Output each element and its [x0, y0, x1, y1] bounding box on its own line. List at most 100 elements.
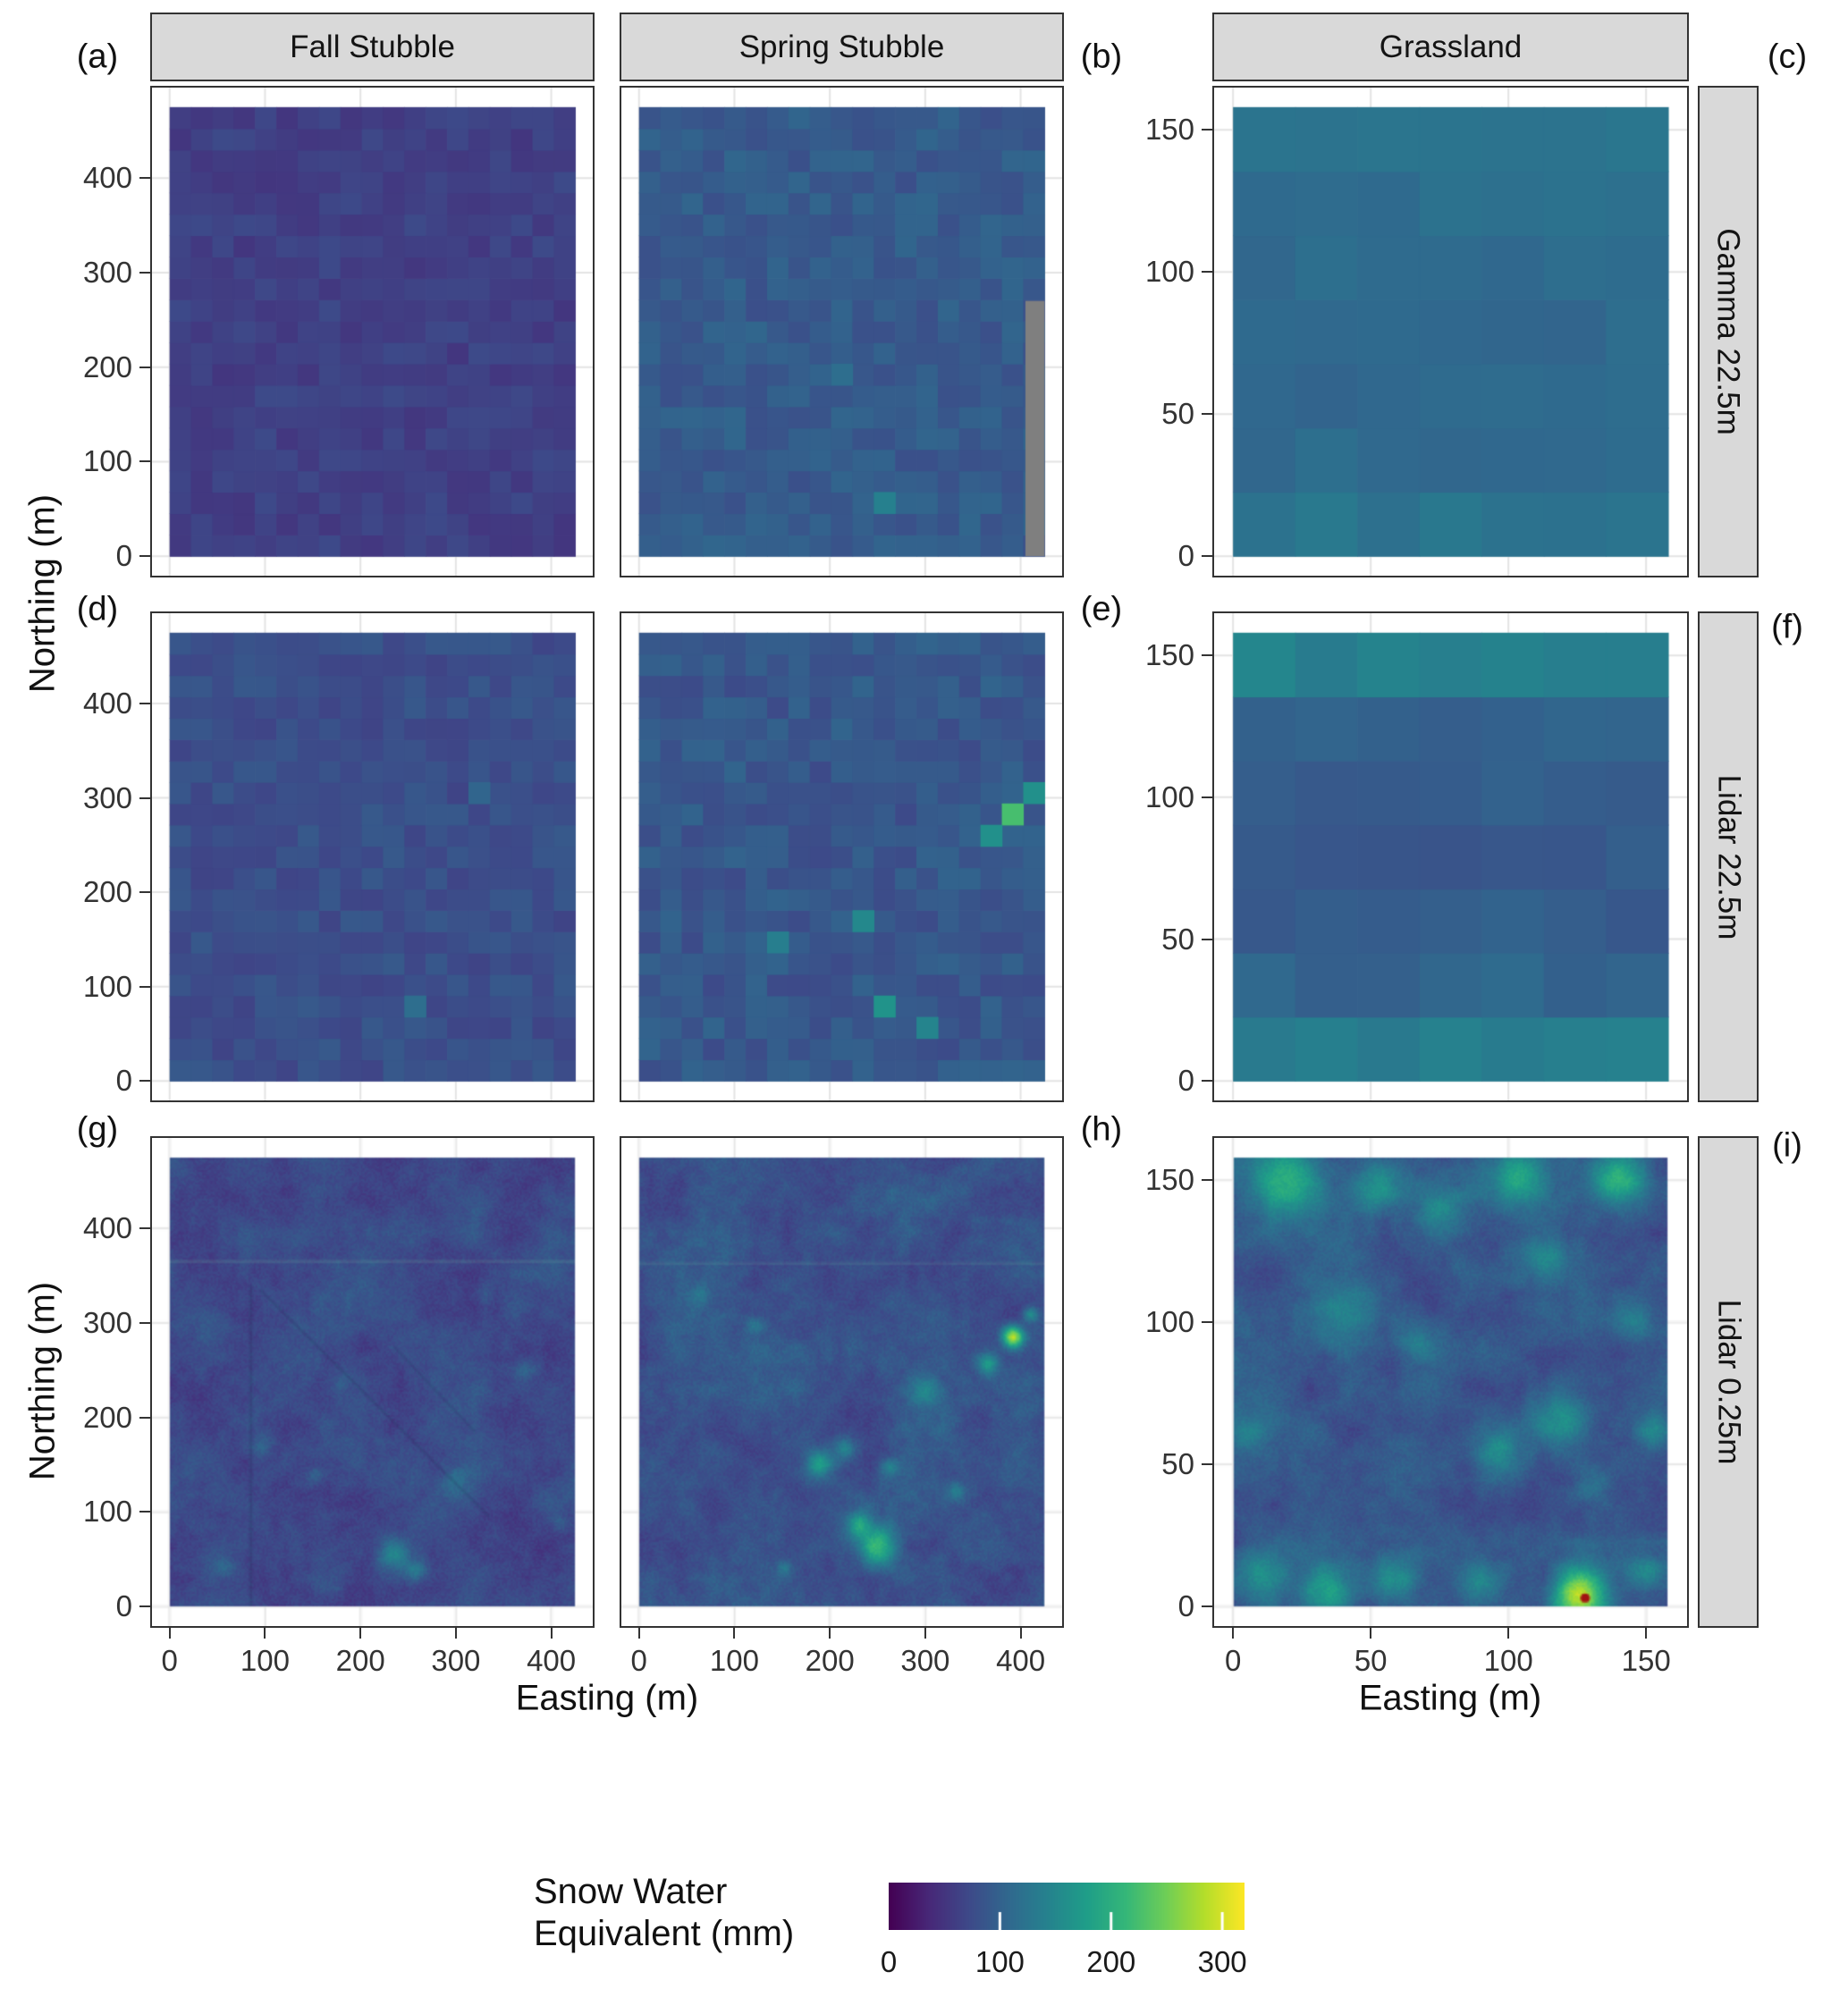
heatmap-canvas-i: [1214, 1138, 1687, 1626]
facet-column-label: Spring Stubble: [738, 29, 945, 64]
y-tick-mark: [139, 1321, 150, 1324]
y-tick-mark: [1202, 555, 1212, 558]
y-tick-mark: [1202, 796, 1212, 798]
y-tick-mark: [139, 891, 150, 894]
legend-tick-label: 300: [1197, 1945, 1247, 1978]
x-tick-mark: [1232, 1628, 1235, 1639]
y-tick-label: 150: [1144, 1163, 1194, 1197]
panel-label-f: (f): [1771, 608, 1803, 646]
y-tick-label: 0: [1177, 1064, 1194, 1098]
x-tick-label: 400: [527, 1644, 577, 1677]
x-axis-title: Easting (m): [1358, 1678, 1542, 1718]
panel-label-b: (b): [1080, 38, 1123, 76]
panel-label-g: (g): [76, 1110, 119, 1149]
panel-label-c: (c): [1767, 38, 1808, 76]
y-tick-label: 100: [1144, 779, 1194, 813]
panel-label-h: (h): [1080, 1110, 1123, 1149]
facet-column-strip-fall-stubble: Fall Stubble: [150, 13, 595, 81]
y-tick-label: 100: [82, 1495, 132, 1529]
panel-label-a: (a): [76, 38, 119, 76]
y-tick-label: 400: [82, 161, 132, 195]
y-tick-label: 50: [1161, 1447, 1194, 1481]
facet-row-label: Gamma 22.5m: [1711, 228, 1746, 435]
heatmap-canvas-h: [621, 1138, 1062, 1626]
y-tick-mark: [139, 796, 150, 799]
y-tick-mark: [139, 555, 150, 558]
facet-row-strip-lidar-0-25m: Lidar 0.25m: [1698, 1136, 1759, 1628]
heatmap-canvas-f: [1214, 613, 1687, 1100]
facet-column-strip-grassland: Grassland: [1212, 13, 1689, 81]
x-tick-label: 0: [630, 1644, 647, 1677]
y-tick-label: 400: [82, 686, 132, 720]
y-tick-mark: [139, 1080, 150, 1083]
heatmap-panel-c: [1212, 86, 1689, 577]
y-tick-mark: [139, 1416, 150, 1419]
x-tick-label: 100: [1483, 1644, 1533, 1677]
y-tick-label: 200: [82, 1400, 132, 1434]
x-tick-label: 200: [335, 1644, 385, 1677]
x-tick-label: 100: [709, 1644, 759, 1677]
facet-row-label: Lidar 0.25m: [1711, 1299, 1747, 1465]
heatmap-canvas-a: [152, 88, 593, 576]
y-tick-label: 300: [82, 780, 132, 814]
x-tick-label: 0: [1224, 1644, 1242, 1677]
x-tick-label: 50: [1354, 1644, 1388, 1677]
x-tick-label: 150: [1621, 1644, 1671, 1677]
y-tick-mark: [139, 271, 150, 274]
y-tick-label: 0: [1177, 539, 1194, 573]
facet-column-label: Fall Stubble: [290, 29, 455, 64]
x-tick-mark: [1645, 1628, 1648, 1639]
x-tick-mark: [637, 1628, 640, 1639]
y-tick-mark: [1202, 1080, 1212, 1083]
facet-column-strip-spring-stubble: Spring Stubble: [620, 13, 1064, 81]
y-tick-label: 50: [1161, 922, 1194, 956]
y-tick-label: 100: [1144, 1305, 1194, 1339]
y-tick-label: 0: [1177, 1589, 1194, 1623]
heatmap-panel-g: [150, 1136, 595, 1628]
x-tick-mark: [829, 1628, 831, 1639]
x-tick-label: 400: [996, 1644, 1046, 1677]
legend-tick-label: 100: [975, 1945, 1025, 1978]
y-tick-mark: [139, 366, 150, 368]
y-tick-mark: [139, 985, 150, 988]
y-tick-mark: [1202, 1179, 1212, 1182]
heatmap-canvas-g: [152, 1138, 593, 1626]
panel-label-e: (e): [1080, 590, 1123, 628]
y-tick-label: 200: [82, 875, 132, 909]
y-tick-label: 0: [115, 1064, 132, 1098]
y-tick-mark: [1202, 271, 1212, 274]
y-tick-mark: [139, 460, 150, 463]
x-tick-label: 300: [900, 1644, 950, 1677]
x-tick-label: 300: [431, 1644, 481, 1677]
y-tick-label: 150: [1144, 638, 1194, 672]
legend-tick-label: 0: [880, 1945, 898, 1978]
legend-title-line2: Equivalent (mm): [534, 1914, 795, 1953]
x-tick-mark: [733, 1628, 736, 1639]
y-tick-label: 300: [82, 255, 132, 289]
heatmap-canvas-e: [621, 613, 1062, 1100]
legend-title-line1: Snow Water: [534, 1872, 728, 1911]
legend-tick-label: 200: [1086, 1945, 1136, 1978]
heatmap-canvas-c: [1214, 88, 1687, 576]
heatmap-panel-d: [150, 611, 595, 1102]
heatmap-canvas-d: [152, 613, 593, 1100]
y-tick-mark: [1202, 1605, 1212, 1608]
y-tick-mark: [1202, 413, 1212, 416]
x-tick-mark: [924, 1628, 926, 1639]
x-tick-mark: [359, 1628, 362, 1639]
y-tick-mark: [139, 1227, 150, 1230]
y-tick-label: 100: [82, 444, 132, 478]
y-tick-label: 150: [1144, 113, 1194, 147]
heatmap-panel-i: [1212, 1136, 1689, 1628]
heatmap-panel-b: [620, 86, 1064, 577]
y-tick-label: 400: [82, 1211, 132, 1245]
y-tick-label: 0: [115, 539, 132, 573]
y-tick-label: 100: [1144, 255, 1194, 289]
heatmap-panel-h: [620, 1136, 1064, 1628]
x-tick-mark: [1370, 1628, 1372, 1639]
y-tick-mark: [1202, 654, 1212, 657]
y-tick-mark: [1202, 938, 1212, 940]
y-tick-mark: [1202, 129, 1212, 131]
y-tick-mark: [139, 702, 150, 704]
